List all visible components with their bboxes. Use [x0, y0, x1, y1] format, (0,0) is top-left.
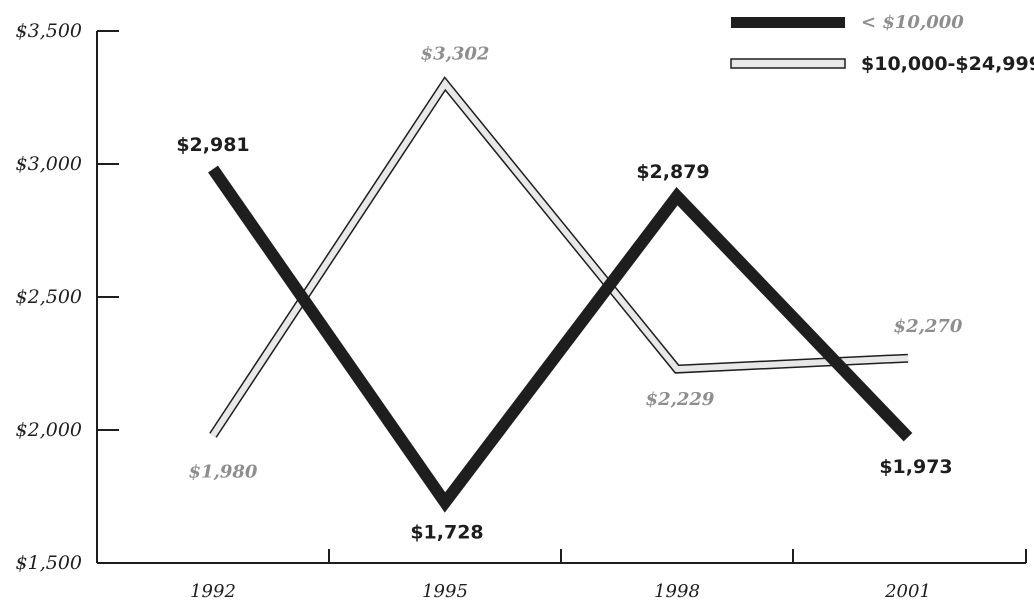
legend-label-10000-24999: $10,000-$24,999 [861, 53, 1034, 75]
legend-swatch-under-10000 [731, 17, 845, 28]
y-tick-label: $2,000 [16, 419, 82, 441]
legend-label-under-10000: < $10,000 [861, 12, 964, 33]
series-lines [208, 76, 913, 513]
y-tick-label: $3,000 [16, 153, 82, 175]
x-axis-ticks: 1992 1995 1998 2001 [190, 549, 1027, 602]
data-label-10000-24999: $1,980 [189, 461, 258, 482]
data-label-under-10000: $2,879 [636, 161, 709, 183]
y-tick-label: $1,500 [16, 552, 82, 574]
data-label-under-10000: $1,728 [410, 521, 483, 543]
x-tick-label: 2001 [884, 581, 931, 602]
legend-swatch-10000-24999 [730, 58, 846, 69]
data-label-under-10000: $2,981 [176, 134, 249, 156]
legend: < $10,000 $10,000-$24,999 [730, 12, 1034, 75]
data-label-10000-24999: $3,302 [421, 44, 490, 65]
y-tick-label: $3,500 [16, 20, 82, 42]
x-tick-label: 1992 [190, 581, 236, 602]
series-line-outline-10000-24999 [209, 76, 909, 438]
y-tick-label: $2,500 [16, 286, 82, 308]
y-axis-ticks: $1,500 $2,000 $2,500 $3,000 $3,500 [16, 20, 119, 574]
data-labels: $2,981 $1,728 $2,879 $1,973 $1,980 $3,302 $2,2… [176, 44, 963, 544]
axes [96, 31, 1026, 564]
data-label-10000-24999: $2,229 [646, 389, 715, 410]
series-line-10000-24999 [210, 78, 909, 437]
data-label-under-10000: $1,973 [879, 456, 952, 478]
x-tick-label: 1995 [422, 581, 468, 602]
x-tick-label: 1998 [654, 581, 700, 602]
series-line-under-10000 [208, 165, 913, 513]
data-label-10000-24999: $2,270 [894, 316, 963, 337]
